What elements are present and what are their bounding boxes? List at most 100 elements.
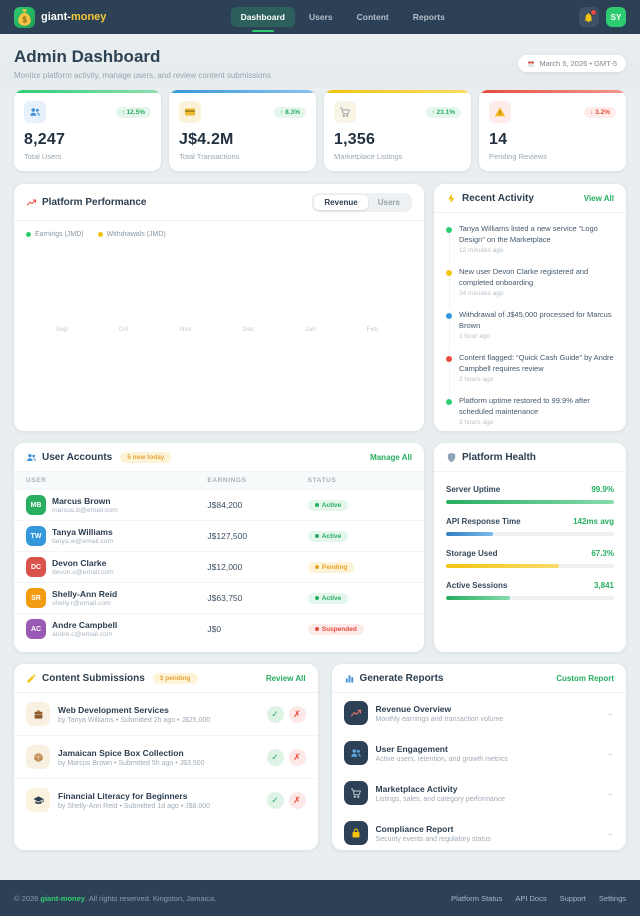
reject-button[interactable]: ✗	[288, 705, 306, 723]
stat-label: Total Transactions	[179, 152, 240, 161]
user-email: tanya.w@email.com	[52, 538, 114, 545]
activity-time: 34 minutes ago	[459, 290, 504, 297]
report-info: Compliance Report Security events and reg…	[376, 824, 491, 843]
activity-dot	[446, 399, 452, 405]
submission-actions: ✓ ✗	[266, 705, 306, 723]
nav-item-users[interactable]: Users	[308, 12, 333, 22]
progress-fill	[446, 500, 614, 504]
stat-value: J$4.2M	[179, 131, 234, 148]
submission-title: Jamaican Spice Box Collection	[58, 747, 184, 758]
users-icon	[29, 106, 41, 118]
report-item[interactable]: Revenue Overview Monthly earnings and tra…	[332, 693, 626, 733]
reject-button[interactable]: ✗	[288, 748, 306, 766]
axis-tick-label: Jan	[305, 326, 316, 333]
package-icon	[33, 752, 44, 763]
submission-title: Web Development Services	[58, 704, 169, 715]
generate-reports-card: Generate Reports Custom Report Revenue O…	[331, 664, 626, 850]
stat-card: ↑ 8.3% J$4.2M Total Transactions	[169, 90, 316, 171]
approve-button[interactable]: ✓	[266, 791, 284, 809]
toggle-revenue[interactable]: Revenue	[314, 195, 368, 210]
main-nav: Dashboard Users Content Reports	[230, 7, 455, 27]
performance-title: Platform Performance	[26, 197, 146, 208]
user-earnings: J$0	[207, 624, 222, 634]
report-item[interactable]: Compliance Report Security events and reg…	[332, 813, 626, 850]
nav-item-content[interactable]: Content	[356, 12, 389, 22]
health-metric: API Response Time 142ms avg	[446, 510, 614, 542]
report-desc: Security events and regulatory status	[375, 835, 491, 843]
table-row[interactable]: TW Tanya Williams tanya.w@email.com J$127,5…	[14, 520, 424, 551]
custom-report-link[interactable]: Custom Report	[556, 674, 614, 683]
avatar: TW	[26, 526, 46, 546]
column-header: USER	[26, 477, 47, 484]
report-title: Marketplace Activity	[375, 783, 458, 794]
arrow-right-icon: →	[604, 788, 614, 798]
avatar: AC	[26, 619, 46, 639]
activity-text: Withdrawal of J$45,000 processed for Mar…	[459, 310, 612, 330]
health-metrics: Server Uptime 99.9% API Response Time 142ms…	[434, 472, 626, 612]
table-row[interactable]: DC Devon Clarke devon.c@email.com J$12,000 P…	[14, 551, 424, 582]
submission-meta: by Shelly-Ann Reid • Submitted 1d ago • …	[58, 802, 210, 810]
manage-all-link[interactable]: Manage All	[370, 453, 412, 462]
approve-button[interactable]: ✓	[266, 748, 284, 766]
date-text: March 5, 2026 • GMT-5	[539, 59, 617, 68]
footer-link-platform-status[interactable]: Platform Status	[451, 893, 503, 903]
progress-fill	[446, 532, 494, 536]
stat-label: Marketplace Listings	[334, 152, 403, 161]
arrow-right-icon: →	[604, 748, 614, 758]
reject-button[interactable]: ✗	[288, 791, 306, 809]
platform-performance-card: Platform Performance Revenue Users Earni…	[14, 184, 424, 431]
report-item[interactable]: User Engagement Active users, retention, …	[332, 733, 626, 773]
review-all-link[interactable]: Review All	[265, 674, 306, 683]
chart-area: Sep Oct Nov Dec Jan Feb	[26, 238, 412, 431]
activity-item: Platform uptime restored to 99.9% after …	[446, 389, 614, 431]
user-name: Andre Campbell	[52, 620, 118, 630]
avatar[interactable]: SY	[605, 7, 626, 27]
graduation-cap-icon	[32, 795, 44, 806]
stat-label: Pending Reviews	[489, 152, 547, 161]
status-dot	[314, 565, 319, 569]
footer-link-support[interactable]: Support	[559, 893, 586, 903]
footer-link-api-docs[interactable]: API Docs	[515, 893, 547, 903]
view-all-link[interactable]: View All	[583, 194, 614, 203]
status-label: Active	[321, 594, 342, 602]
metric-value: 67.3%	[591, 549, 614, 558]
lock-icon	[350, 827, 362, 839]
submission-info: Financial Literacy for Beginners by Shell…	[58, 791, 210, 810]
toggle-users[interactable]: Users	[377, 198, 400, 207]
stat-card: ↑ 12.5% 8,247 Total Users	[14, 90, 161, 171]
user-name: Tanya Williams	[52, 527, 113, 537]
nav-item-dashboard[interactable]: Dashboard	[230, 7, 295, 27]
submission-actions: ✓ ✗	[266, 791, 306, 809]
brand-logo[interactable]: $ giant-money	[14, 6, 107, 28]
report-title: Compliance Report	[375, 823, 454, 834]
content-submissions-card: Content Submissions 3 pending Review All…	[14, 664, 318, 850]
briefcase-icon	[33, 709, 44, 720]
activity-text: Tanya Williams listed a new service “Log…	[459, 224, 598, 244]
activity-content: New user Devon Clarke registered and com…	[459, 267, 614, 297]
progress-bar	[446, 500, 614, 504]
activity-time: 3 hours ago	[459, 419, 494, 426]
nav-item-reports[interactable]: Reports	[412, 12, 445, 22]
date-badge: March 5, 2026 • GMT-5	[518, 55, 626, 72]
activity-text: Content flagged: “Quick Cash Guide” by A…	[459, 353, 614, 373]
table-row[interactable]: MB Marcus Brown marcus.b@email.com J$84,200…	[14, 489, 424, 520]
stat-value: 1,356	[334, 131, 376, 148]
table-row[interactable]: SR Shelly-Ann Reid shelly.r@email.com J$63,…	[14, 582, 424, 613]
footer-link-settings[interactable]: Settings	[598, 893, 626, 903]
avatar: SR	[26, 588, 46, 608]
approve-button[interactable]: ✓	[266, 705, 284, 723]
notifications-button[interactable]	[578, 7, 599, 27]
header-actions: SY	[578, 7, 626, 27]
trend-badge: ↑ 23.1%	[425, 106, 461, 118]
chart-increasing-icon	[26, 197, 37, 208]
report-item[interactable]: Marketplace Activity Listings, sales, and…	[332, 773, 626, 813]
users-title: User Accounts	[26, 452, 112, 463]
brand-name: giant-money	[41, 11, 107, 23]
status-label: Active	[321, 532, 342, 540]
report-info: Marketplace Activity Listings, sales, and…	[376, 784, 506, 803]
table-row[interactable]: AC Andre Campbell andre.c@email.com J$0 Susp…	[14, 613, 424, 644]
metric-value: 142ms avg	[573, 517, 614, 526]
metric-value: 99.9%	[591, 485, 614, 494]
reports-title: Generate Reports	[344, 673, 443, 684]
stat-value: 8,247	[24, 131, 66, 148]
